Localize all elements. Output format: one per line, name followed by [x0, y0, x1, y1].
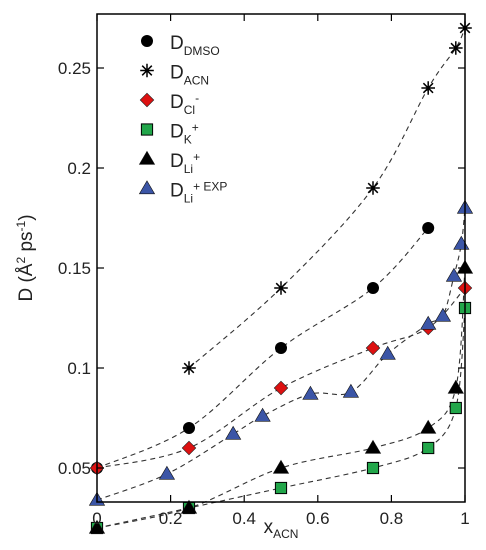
fit-curves	[96, 27, 466, 529]
y-axis-label: D (Å2 ps-1)	[14, 214, 37, 301]
x-axis-label: xACN	[264, 517, 299, 541]
legend-label-5: DLi+	[170, 150, 200, 176]
data-point-series-3	[273, 380, 289, 396]
data-point-series-3	[181, 440, 197, 456]
data-point-series-6	[379, 345, 396, 360]
data-point-series-4	[449, 401, 462, 415]
series-curve-2	[188, 27, 466, 369]
data-point-series-3	[365, 340, 381, 356]
data-point-series-5	[420, 419, 437, 434]
data-point-series-1	[275, 342, 287, 354]
y-tick-label: 0.05	[58, 459, 91, 478]
data-point-series-5	[88, 519, 106, 534]
data-point-series-6	[434, 307, 452, 322]
plot-frame	[96, 13, 466, 503]
y-tick-label: 0.15	[58, 259, 91, 278]
x-axis-label-main: x	[264, 517, 274, 538]
legend-marker-1	[141, 35, 153, 47]
legend-marker-6	[138, 180, 156, 195]
legend-label-3: DCl-	[170, 91, 199, 117]
legend-label-1: DDMSO	[170, 33, 220, 58]
series-curve-3	[96, 287, 466, 469]
x-axis-label-sub: ACN	[273, 527, 298, 541]
data-point-series-6	[302, 385, 319, 400]
data-point-series-2	[274, 281, 288, 295]
legend: DDMSO DACN DCl- DK+ DLi+ DLi+ EXP	[138, 33, 227, 206]
data-point-series-5	[272, 459, 290, 474]
data-point-series-6	[445, 267, 463, 282]
data-point-series-6	[420, 315, 437, 330]
data-point-series-6	[225, 425, 242, 440]
series-curve-1	[96, 227, 429, 469]
data-point-series-2	[366, 181, 380, 195]
data-point-series-6	[342, 383, 360, 398]
x-tick-label: 1	[460, 509, 469, 528]
legend-marker-5	[138, 150, 156, 165]
legend-label-6: DLi+ EXP	[170, 180, 227, 206]
data-point-series-4	[422, 441, 435, 455]
data-point-series-1	[183, 422, 195, 434]
y-tick-label: 0.25	[58, 59, 91, 78]
legend-label-4: DK+	[170, 121, 199, 147]
data-point-series-5	[447, 379, 464, 394]
data-point-series-4	[366, 461, 380, 475]
y-tick-label: 0.1	[67, 359, 91, 378]
x-tick-label: 0.4	[232, 509, 256, 528]
y-tick-label: 0.2	[67, 159, 91, 178]
axis-ticks: 0 0.2 0.4 0.6 0.8 1 0.05 0.1 0.15 0.2 0.25	[58, 14, 470, 528]
data-point-series-1	[367, 282, 379, 294]
series-curve-4	[96, 307, 466, 529]
data-point-series-4	[274, 481, 288, 495]
data-point-series-5	[180, 499, 198, 514]
data-point-series-6	[158, 465, 176, 480]
legend-label-2: DACN	[170, 63, 209, 88]
data-point-series-5	[364, 439, 382, 454]
legend-marker-3	[139, 92, 155, 108]
data-point-series-2	[421, 81, 435, 95]
data-point-series-2	[182, 361, 196, 375]
data-point-series-2	[449, 41, 463, 55]
data-point-series-6	[453, 235, 470, 250]
x-tick-label: 0.6	[306, 509, 330, 528]
data-point-series-1	[422, 222, 435, 234]
x-tick-label: 0.2	[159, 509, 183, 528]
x-tick-label: 0	[92, 509, 101, 528]
legend-marker-2	[140, 63, 154, 78]
legend-marker-4	[140, 123, 154, 136]
x-tick-label: 0.8	[380, 509, 404, 528]
data-point-series-6	[254, 407, 271, 422]
